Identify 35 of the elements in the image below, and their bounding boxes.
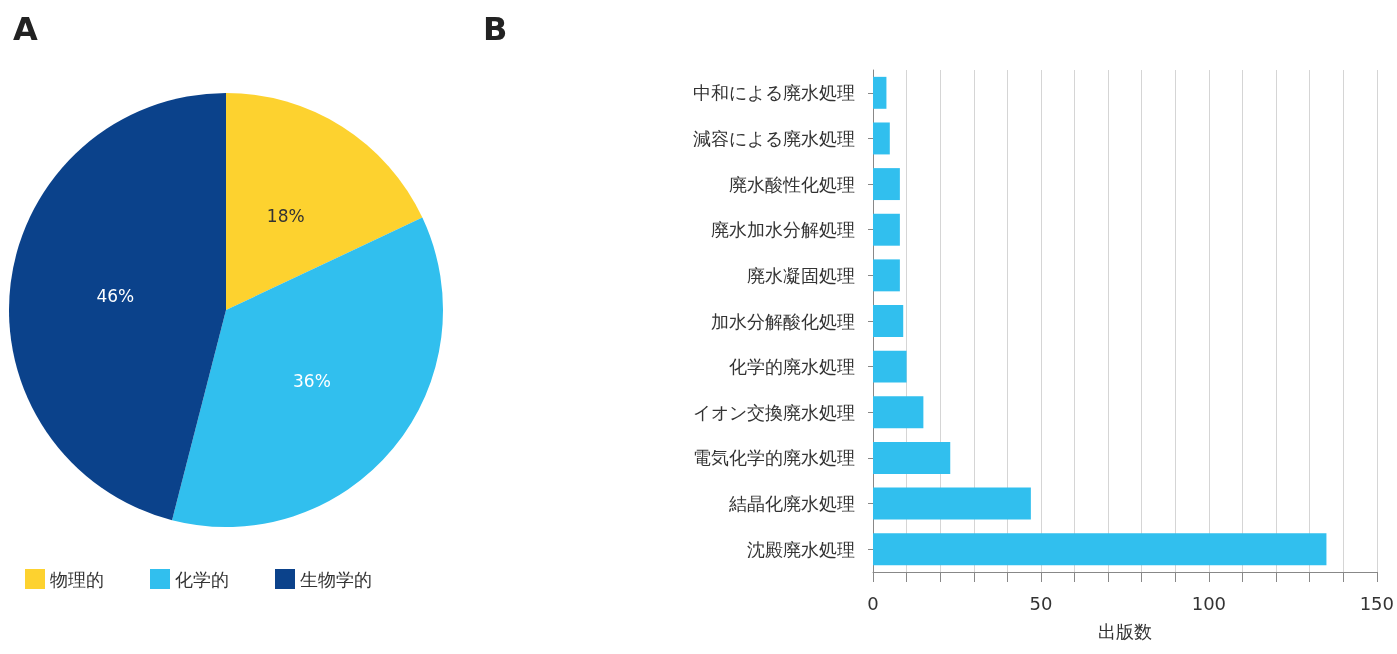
y-tick-label: イオン交換廃水処理 [693, 401, 855, 423]
y-tick-label: 加水分解酸化処理 [711, 310, 855, 332]
y-tick-label: 廃水凝固処理 [747, 264, 855, 286]
bar [873, 305, 904, 337]
legend-label: 生物学的 [300, 568, 372, 590]
y-tick-label: 結晶化廃水処理 [728, 493, 855, 515]
y-tick-label: 廃水酸性化処理 [729, 173, 855, 195]
x-axis-title: 出版数 [1097, 620, 1152, 642]
y-tick-label: 電気化学的廃水処理 [693, 447, 855, 469]
bar [873, 441, 951, 474]
x-tick-label: 50 [1029, 592, 1053, 614]
data-label: 46% [96, 286, 135, 307]
y-tick-label: 化学的廃水処理 [729, 356, 855, 378]
y-tick-label: 中和による廃水処理 [693, 82, 855, 104]
y-tick-label: 減容による廃水処理 [693, 127, 855, 149]
bar [873, 213, 900, 246]
bar [873, 350, 907, 383]
y-tick-label: 廃水加水分解処理 [711, 219, 855, 241]
x-tick-label: 100 [1191, 592, 1227, 614]
x-tick-label: 150 [1359, 592, 1394, 614]
bar [873, 259, 900, 292]
bar [873, 487, 1031, 520]
bar [873, 396, 924, 429]
text: B [483, 10, 508, 48]
legend-label: 化学的 [175, 568, 229, 590]
data-label: 36% [293, 371, 331, 392]
y-tick-label: 沈殿廃水処理 [747, 538, 855, 560]
x-tick-label: 0 [867, 592, 879, 614]
bar [873, 533, 1327, 566]
legend-label: 物理的 [50, 568, 104, 590]
data-label: 18% [266, 205, 305, 226]
bar [873, 76, 887, 109]
bar [873, 168, 900, 201]
chart-title: A [13, 10, 38, 48]
bar [873, 122, 890, 155]
